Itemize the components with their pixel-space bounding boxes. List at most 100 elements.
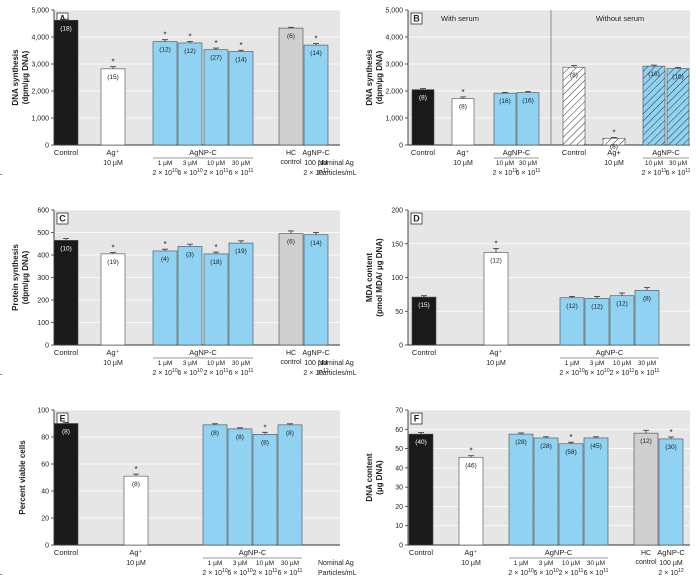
significance-star: * xyxy=(469,447,472,456)
y-tick-label: 20 xyxy=(395,504,403,511)
sample-size-label: (15) xyxy=(418,302,430,309)
x-label-ag: Ag⁺ xyxy=(489,348,502,357)
sample-size-label: (27) xyxy=(210,55,222,62)
x-label-ag: Ag⁺ xyxy=(106,348,119,357)
x-label-agnp-conc: 30 µM xyxy=(232,160,250,167)
x-label-agnp-conc: 3 µM xyxy=(539,560,554,567)
sample-size-label: (19) xyxy=(107,259,119,266)
particle-count: 6 × 1011 xyxy=(635,368,660,377)
panel-letter: E xyxy=(59,414,65,424)
sample-size-label: (18) xyxy=(210,259,222,266)
y-tick-label: 4,000 xyxy=(385,35,403,42)
sample-size-label: (8) xyxy=(132,481,140,488)
x-label-agnp: AgNP-C xyxy=(596,348,624,357)
particle-count: 2 × 1010 xyxy=(508,568,533,577)
y-tick-label: 60 xyxy=(395,427,403,434)
significance-star: * xyxy=(239,41,242,50)
particle-count: 2 × 1011 xyxy=(204,368,229,377)
panel-letter: A xyxy=(59,14,66,24)
x-label-control: Control xyxy=(411,148,436,157)
sample-size-label: (6) xyxy=(287,239,295,246)
x-label-agnp-conc: 10 µM xyxy=(207,160,225,167)
x-label-agnp-conc: 30 µM xyxy=(587,560,605,567)
x-label-ag: Ag⁺ xyxy=(456,148,469,157)
x-label-ag-conc: 10 µM xyxy=(103,360,123,367)
y-tick-label: 100 xyxy=(37,408,49,415)
x-label-agnp-conc: 10 µM xyxy=(256,560,274,567)
x-label-agnp-conc: 3 µM xyxy=(590,360,605,367)
sample-size-label: (8) xyxy=(419,95,427,102)
x-label-agnp-conc: 1 µM xyxy=(514,560,529,567)
row-label-particles: Particles/mL xyxy=(318,370,357,377)
y-tick-label: 0 xyxy=(45,343,49,350)
x-label-agnp: AgNP-C xyxy=(189,348,217,357)
section-label-with-serum: With serum xyxy=(441,14,479,23)
bar xyxy=(53,423,79,546)
significance-star: * xyxy=(111,244,114,253)
panel-letter: F xyxy=(414,414,420,424)
y-tick-label: 200 xyxy=(391,208,403,215)
sample-size-label: (16) xyxy=(672,74,684,81)
particle-count: 6 × 1011 xyxy=(584,568,609,577)
x-label-hc-control: control xyxy=(280,159,301,166)
x-label-agnp-2-conc: 100 µM xyxy=(304,160,328,167)
panel-d: 0 50 100 150 200 D MDA content (pmol MDA/ µg DN… xyxy=(318,208,690,377)
sample-size-label: (45) xyxy=(590,443,602,450)
y-axis-label: Protein synthesis xyxy=(11,244,20,311)
x-label-ag: Ag⁺ xyxy=(464,548,477,557)
significance-star: * xyxy=(494,239,497,248)
sample-size-label: (14) xyxy=(310,50,322,57)
panel-letter-box xyxy=(410,12,423,25)
y-axis-label: (pmol MDA/ µg DNA) xyxy=(375,238,384,317)
x-label-agnp-conc: 30 µM xyxy=(281,560,299,567)
y-tick-label: 0 xyxy=(399,343,403,350)
x-label-hc-control: control xyxy=(280,359,301,366)
panel-letter-box xyxy=(410,412,423,425)
sample-size-label: (58) xyxy=(565,449,577,456)
x-label-hc: HC xyxy=(641,550,651,557)
panel-letter-box xyxy=(56,212,69,225)
panel-c: 0 100 200 300 400 500 600 C Protein synthesis (dp… xyxy=(0,208,340,377)
sample-size-label: (8) xyxy=(62,429,70,436)
x-label-ag-conc: 10 µM xyxy=(486,360,506,367)
y-tick-label: 60 xyxy=(41,462,49,469)
particle-count: 2 × 1012 xyxy=(303,368,328,377)
particle-count: 6 × 1010 xyxy=(227,568,252,577)
sample-size-label: (12) xyxy=(640,438,652,445)
bar xyxy=(202,424,228,546)
sample-size-label: (16) xyxy=(648,71,660,78)
y-axis-label: DNA synthesis xyxy=(11,49,20,106)
sample-size-label: (4) xyxy=(161,256,169,263)
particle-count: 2 × 1011 xyxy=(610,368,635,377)
sample-size-label: (15) xyxy=(107,74,119,81)
x-label-ag-conc: 10 µM xyxy=(103,160,123,167)
sample-size-label: (12) xyxy=(184,48,196,55)
bar xyxy=(303,234,329,346)
bar-hatch xyxy=(603,138,625,145)
significance-star: * xyxy=(569,433,572,442)
bar xyxy=(634,290,660,346)
x-label-hc-control: control xyxy=(635,559,656,566)
y-axis-label: (dpm/µg DNA) xyxy=(21,50,30,104)
particle-count: 2 × 1011 xyxy=(204,168,229,177)
panel-letter: B xyxy=(413,14,420,24)
x-label-agnp-conc: 10 µM xyxy=(562,560,580,567)
x-label-agnp-conc: 1 µM xyxy=(565,360,580,367)
particle-count: 6 × 1011 xyxy=(666,168,691,177)
sample-size-label: (28) xyxy=(515,439,527,446)
y-tick-label: 100 xyxy=(37,320,49,327)
y-tick-label: 150 xyxy=(391,241,403,248)
panel-a: 0 1,000 2,000 3,000 4,000 5,000 A DNA synthesis… xyxy=(0,8,340,177)
significance-star: * xyxy=(214,39,217,48)
row-label-particles: Particles/mL xyxy=(0,170,3,177)
sample-size-label: (12) xyxy=(616,301,628,308)
sample-size-label: (18) xyxy=(60,25,72,32)
y-tick-label: 1,000 xyxy=(31,116,49,123)
sample-size-label: (3) xyxy=(186,251,194,258)
y-tick-label: 300 xyxy=(37,275,49,282)
row-label-nominal: Nominal Ag xyxy=(318,560,354,567)
sample-size-label: (8) xyxy=(286,430,294,437)
y-tick-label: 0 xyxy=(399,143,403,150)
panel-letter: C xyxy=(59,214,66,224)
bar xyxy=(203,253,229,346)
